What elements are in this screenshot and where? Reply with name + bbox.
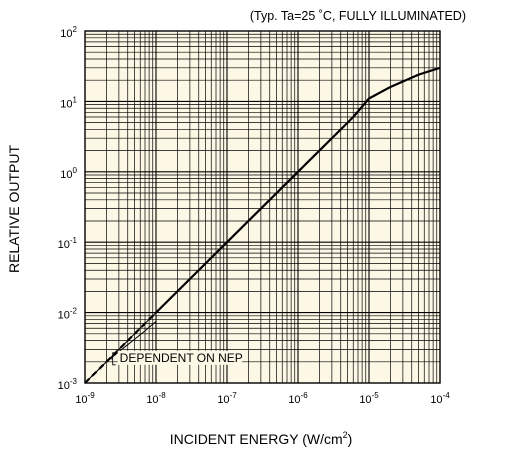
- y-tick-label-base: 10: [58, 310, 70, 322]
- x-tick-label: 10-5: [359, 391, 379, 406]
- x-tick-label: 10-9: [75, 391, 95, 406]
- x-axis-label: INCIDENT ENERGY (W/cm2): [170, 430, 353, 447]
- plot-frame: [84, 30, 441, 384]
- x-tick-label-exp: -9: [88, 391, 96, 400]
- x-tick-label: 10-4: [430, 391, 450, 406]
- y-tick-label-exp: -3: [70, 377, 78, 386]
- x-tick-label: 10-6: [288, 391, 308, 406]
- y-tick-label-exp: 0: [73, 166, 78, 175]
- chart-title: (Typ. Ta=25 ˚C, FULLY ILLUMINATED): [250, 9, 466, 23]
- y-tick-label: 10-2: [58, 307, 78, 322]
- x-tick-label-base: 10: [146, 394, 158, 406]
- y-axis-label: RELATIVE OUTPUT: [6, 145, 22, 274]
- y-tick-label-base: 10: [58, 239, 70, 251]
- y-tick-label-exp: 2: [73, 25, 78, 34]
- x-tick-label-exp: -8: [159, 391, 167, 400]
- grid-lines: [85, 31, 440, 383]
- y-tick-label: 10-3: [58, 377, 78, 392]
- y-tick-label: 10-1: [58, 236, 78, 251]
- y-tick-label-base: 10: [60, 28, 72, 40]
- x-tick-label-exp: -6: [301, 391, 309, 400]
- annotation-layer: DEPENDENT ON NEP: [108, 350, 243, 366]
- y-tick-label-exp: -1: [70, 236, 78, 245]
- x-axis-label-sup: 2: [343, 430, 348, 440]
- x-tick-label-base: 10: [430, 394, 442, 406]
- series-layer: [84, 66, 441, 384]
- x-tick-label-base: 10: [288, 394, 300, 406]
- y-tick-label-base: 10: [58, 380, 70, 392]
- x-tick-label-base: 10: [359, 394, 371, 406]
- annotation-bracket: [108, 352, 116, 366]
- y-tick-label-base: 10: [60, 98, 72, 110]
- y-tick-label-base: 10: [60, 169, 72, 181]
- x-tick-label: 10-8: [146, 391, 166, 406]
- annotation-label: DEPENDENT ON NEP: [120, 351, 243, 365]
- y-tick-label: 102: [60, 25, 77, 40]
- annotation-background: [117, 350, 243, 365]
- y-tick-label: 100: [60, 166, 77, 181]
- x-tick-label-exp: -4: [443, 391, 451, 400]
- x-tick-label-exp: -7: [230, 391, 238, 400]
- x-tick-label: 10-7: [217, 391, 237, 406]
- y-tick-label: 101: [60, 95, 77, 110]
- series-line-4: [84, 321, 157, 384]
- x-axis-label-end: ): [348, 431, 353, 447]
- tick-labels: 10-9 10-8 10-7 10-6 10-5 10-410-310-210-11001…: [58, 25, 451, 406]
- x-tick-label-base: 10: [217, 394, 229, 406]
- x-axis-label-main: INCIDENT ENERGY (W/cm: [170, 431, 343, 447]
- x-tick-label-base: 10: [75, 394, 87, 406]
- x-tick-label-exp: -5: [372, 391, 380, 400]
- y-tick-label-exp: 1: [73, 95, 78, 104]
- y-tick-label-exp: -2: [70, 307, 78, 316]
- series-line-1: [155, 66, 441, 314]
